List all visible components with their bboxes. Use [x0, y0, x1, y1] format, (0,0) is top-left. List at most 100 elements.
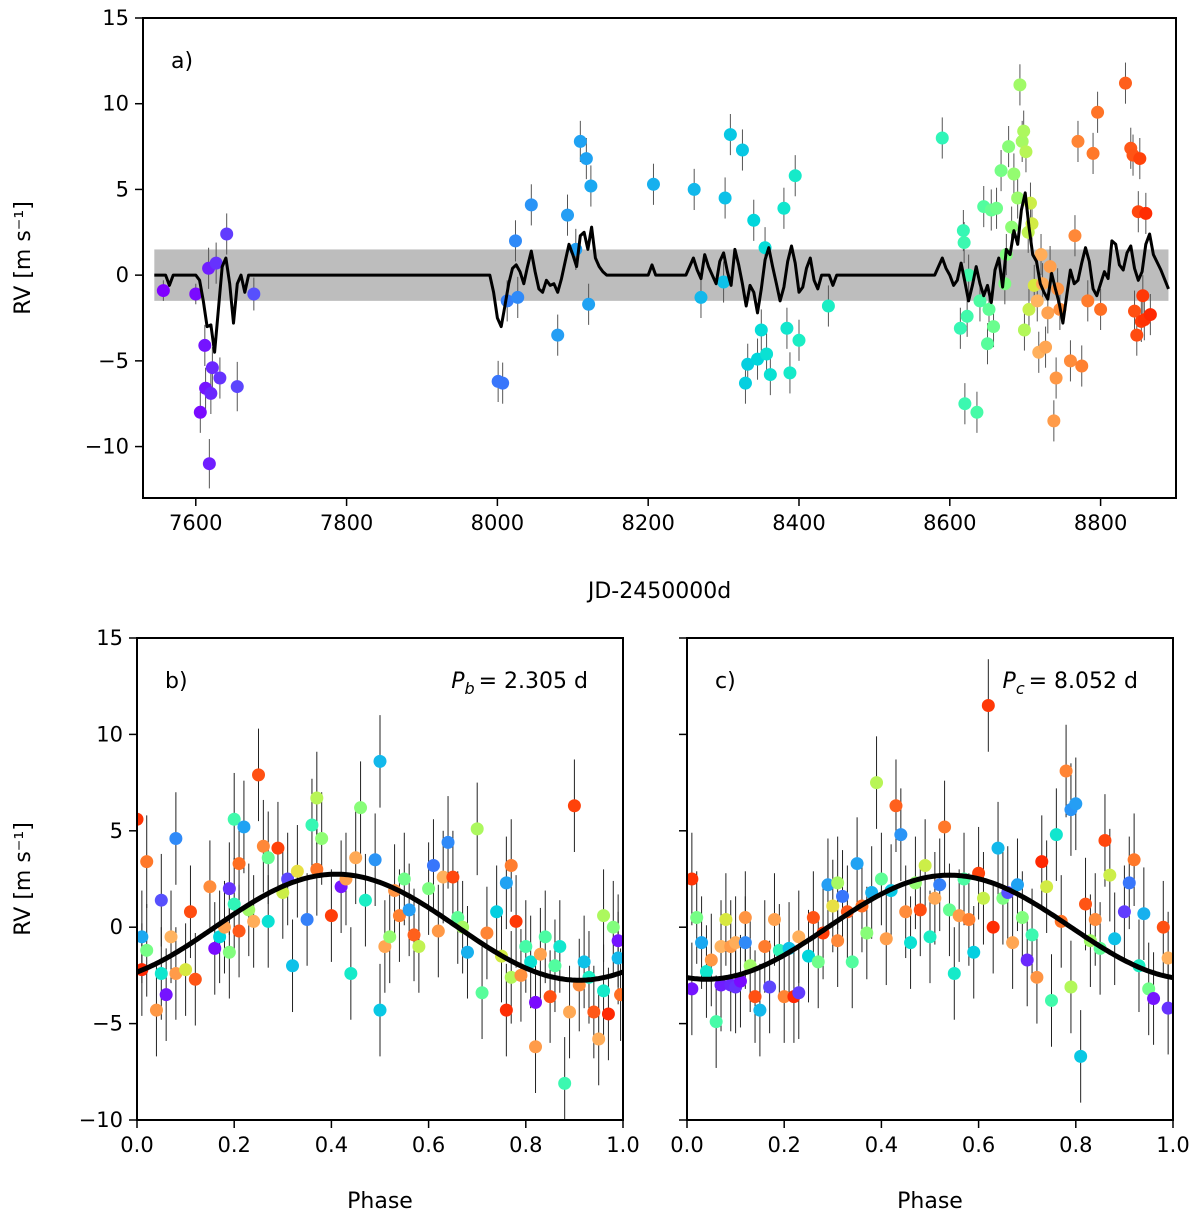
data-point: [252, 768, 265, 782]
data-point: [1075, 359, 1089, 373]
panel-label: b): [165, 669, 188, 694]
data-point: [714, 939, 728, 953]
data-point: [426, 859, 440, 873]
data-point: [1079, 897, 1093, 911]
data-point: [899, 905, 913, 919]
data-point: [543, 990, 557, 1004]
data-point: [1013, 78, 1027, 92]
data-point: [310, 791, 324, 805]
y-tick-label: −10: [85, 435, 129, 459]
data-point: [315, 832, 329, 846]
y-tick-label: 0: [110, 915, 123, 939]
model-curve: [154, 191, 1170, 354]
data-point: [1010, 878, 1024, 892]
data-point: [154, 966, 168, 980]
data-point: [687, 182, 701, 196]
data-point: [1128, 304, 1142, 318]
x-tick-label: 0.8: [1059, 1133, 1092, 1157]
data-point: [137, 930, 149, 944]
y-tick-label: −5: [98, 349, 129, 373]
data-point: [1103, 868, 1117, 882]
axes-frame: [136, 637, 624, 1121]
data-point: [614, 988, 623, 1002]
data-point: [213, 930, 227, 944]
plot-area: [154, 62, 1170, 489]
data-point: [860, 926, 874, 940]
data-point: [247, 914, 261, 928]
data-point: [1034, 248, 1048, 262]
data-point: [1020, 953, 1034, 967]
plot-area: [687, 659, 1173, 1103]
panel-label: c): [715, 669, 736, 694]
data-point: [831, 934, 845, 948]
panel-b: 0.0 0.2 0.4 0.6 0.8 1.0 −10 −5 0 5 10 15 Phase RV [m …: [11, 626, 640, 1214]
data-point: [980, 337, 994, 351]
data-point: [1086, 146, 1100, 160]
data-point: [324, 909, 338, 923]
data-point: [1161, 1001, 1173, 1015]
data-point: [741, 357, 755, 371]
data-point: [1040, 880, 1054, 894]
data-point: [986, 920, 1000, 934]
error-bars: [691, 659, 1169, 1103]
data-point: [511, 290, 525, 304]
y-tick-label: 10: [96, 722, 123, 746]
x-tick-label: 0.6: [412, 1133, 445, 1157]
data-point: [747, 213, 761, 227]
data-point: [567, 799, 581, 813]
data-point: [717, 275, 731, 289]
data-point: [889, 799, 903, 813]
data-point: [213, 371, 227, 385]
y-tick-label: −5: [92, 1012, 123, 1036]
x-tick-label: 0.6: [962, 1133, 995, 1157]
data-point: [1074, 1049, 1088, 1063]
x-tick-label: 0.2: [767, 1133, 800, 1157]
data-point: [286, 959, 300, 973]
data-point: [962, 912, 976, 926]
data-point: [209, 256, 223, 270]
data-point: [709, 1015, 723, 1029]
data-point: [563, 1005, 577, 1019]
data-point: [783, 366, 797, 380]
y-axis-title: RV [m s⁻¹]: [11, 822, 36, 936]
data-point: [198, 338, 212, 352]
data-point: [928, 891, 942, 905]
data-point: [792, 333, 806, 347]
model-curve: [137, 871, 623, 983]
data-point: [1139, 206, 1153, 220]
data-point: [227, 812, 241, 826]
data-point: [441, 835, 455, 849]
data-point: [220, 227, 234, 241]
data-point: [1019, 145, 1033, 159]
data-point: [227, 897, 241, 911]
data-point: [953, 321, 967, 335]
data-point: [205, 361, 219, 375]
data-point: [1059, 764, 1073, 778]
data-point: [149, 1003, 163, 1017]
data-point: [597, 909, 611, 923]
data-point: [1007, 167, 1021, 181]
data-point: [976, 891, 990, 905]
data-point: [1030, 970, 1044, 984]
data-point: [597, 984, 611, 998]
data-point: [933, 878, 947, 892]
data-point: [1043, 260, 1057, 274]
data-point: [422, 882, 436, 896]
data-point: [577, 955, 591, 969]
data-point: [548, 959, 562, 973]
data-point: [990, 201, 1004, 215]
data-point: [1094, 302, 1108, 316]
data-point: [402, 903, 416, 917]
data-point: [1035, 855, 1049, 869]
data-point: [524, 198, 538, 212]
data-point: [558, 1076, 572, 1090]
data-point: [164, 930, 178, 944]
data-point: [942, 903, 956, 917]
data-point: [222, 945, 236, 959]
data-point: [923, 930, 937, 944]
data-point: [904, 936, 918, 950]
data-point: [748, 990, 762, 1004]
data-point: [714, 978, 728, 992]
data-point: [1049, 371, 1063, 385]
data-point: [735, 143, 749, 157]
